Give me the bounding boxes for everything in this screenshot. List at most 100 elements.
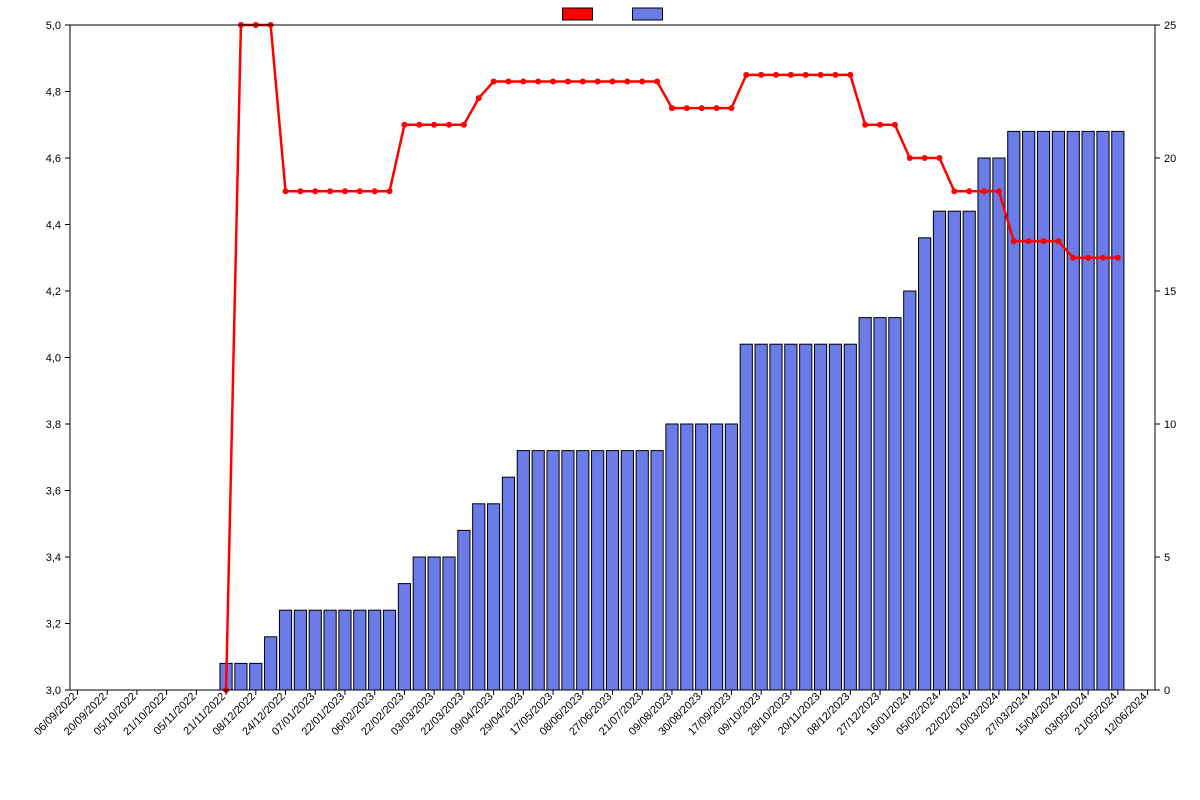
bar	[814, 344, 826, 690]
bar	[919, 238, 931, 690]
y-left-tick-label: 5,0	[46, 20, 61, 32]
line-marker	[1011, 238, 1017, 244]
bar	[279, 610, 291, 690]
line-marker	[862, 122, 868, 128]
bar	[621, 451, 633, 690]
line-marker	[297, 188, 303, 194]
bar	[383, 610, 395, 690]
line-marker	[416, 122, 422, 128]
chart-container: 3,03,23,43,63,84,04,24,44,64,85,00510152…	[0, 0, 1200, 800]
line-marker	[892, 122, 898, 128]
line-marker	[595, 79, 601, 85]
bar	[413, 557, 425, 690]
line-marker	[505, 79, 511, 85]
y-left-tick-label: 3,8	[46, 419, 61, 431]
bar	[874, 318, 886, 690]
bar	[666, 424, 678, 690]
y-left-tick-label: 3,0	[46, 685, 61, 697]
line-marker	[1100, 255, 1106, 261]
line-marker	[996, 188, 1002, 194]
line-marker	[936, 155, 942, 161]
y-right-tick-label: 15	[1164, 286, 1176, 298]
y-left-tick-label: 4,0	[46, 353, 61, 365]
y-right-tick-label: 0	[1164, 685, 1170, 697]
y-left-tick-label: 4,2	[46, 286, 61, 298]
line-marker	[476, 95, 482, 101]
line-marker	[357, 188, 363, 194]
y-left-tick-label: 3,2	[46, 619, 61, 631]
line-marker	[1085, 255, 1091, 261]
bar	[681, 424, 693, 690]
bar	[1112, 131, 1124, 690]
bar	[398, 584, 410, 690]
line-marker	[342, 188, 348, 194]
line-marker	[907, 155, 913, 161]
bar	[532, 451, 544, 690]
line-marker	[818, 72, 824, 78]
bar	[1023, 131, 1035, 690]
bar	[369, 610, 381, 690]
line-marker	[743, 72, 749, 78]
bar	[592, 451, 604, 690]
line-marker	[966, 188, 972, 194]
bar	[904, 291, 916, 690]
line-marker	[654, 79, 660, 85]
bar	[636, 451, 648, 690]
bar	[294, 610, 306, 690]
y-left-tick-label: 3,6	[46, 486, 61, 498]
line-marker	[283, 188, 289, 194]
line-marker	[788, 72, 794, 78]
bar	[324, 610, 336, 690]
line-marker	[387, 188, 393, 194]
bar	[1067, 131, 1079, 690]
bar	[785, 344, 797, 690]
line-marker	[461, 122, 467, 128]
line-marker	[372, 188, 378, 194]
line-marker	[714, 105, 720, 111]
bar	[458, 530, 470, 690]
y-right-tick-label: 10	[1164, 419, 1176, 431]
bar	[502, 477, 514, 690]
y-right-tick-label: 20	[1164, 153, 1176, 165]
line-marker	[951, 188, 957, 194]
line-marker	[758, 72, 764, 78]
bar	[443, 557, 455, 690]
line-marker	[803, 72, 809, 78]
bar	[1037, 131, 1049, 690]
bar	[606, 451, 618, 690]
bar	[696, 424, 708, 690]
line-marker	[699, 105, 705, 111]
bar	[250, 663, 262, 690]
y-left-tick-label: 4,8	[46, 87, 61, 99]
bar	[562, 451, 574, 690]
line-marker	[580, 79, 586, 85]
line-marker	[1070, 255, 1076, 261]
line-marker	[491, 79, 497, 85]
bar	[829, 344, 841, 690]
line-marker	[728, 105, 734, 111]
bar	[800, 344, 812, 690]
line-marker	[684, 105, 690, 111]
bar	[859, 318, 871, 690]
bar	[488, 504, 500, 690]
bar	[740, 344, 752, 690]
bar	[309, 610, 321, 690]
line-marker	[669, 105, 675, 111]
line-marker	[312, 188, 318, 194]
bar	[978, 158, 990, 690]
line-marker	[327, 188, 333, 194]
bar	[577, 451, 589, 690]
line-marker	[446, 122, 452, 128]
line-marker	[535, 79, 541, 85]
bar	[235, 663, 247, 690]
line-marker	[565, 79, 571, 85]
bar	[1052, 131, 1064, 690]
line-marker	[773, 72, 779, 78]
line-marker	[639, 79, 645, 85]
line-marker	[520, 79, 526, 85]
legend-swatch-blue	[633, 8, 663, 20]
bar	[339, 610, 351, 690]
bar	[710, 424, 722, 690]
legend-swatch-red	[563, 8, 593, 20]
line-marker	[922, 155, 928, 161]
